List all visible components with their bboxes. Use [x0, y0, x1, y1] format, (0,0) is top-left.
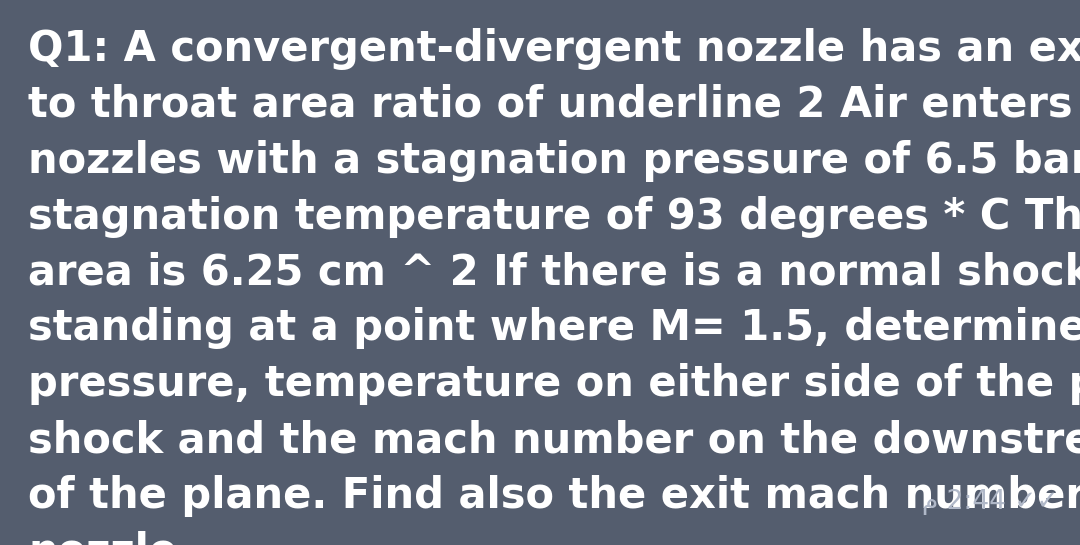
Text: Q1: A convergent-divergent nozzle has an exit area
to throat area ratio of under: Q1: A convergent-divergent nozzle has an… [28, 28, 1080, 545]
Text: م 2:44 ✓✓: م 2:44 ✓✓ [921, 489, 1058, 515]
